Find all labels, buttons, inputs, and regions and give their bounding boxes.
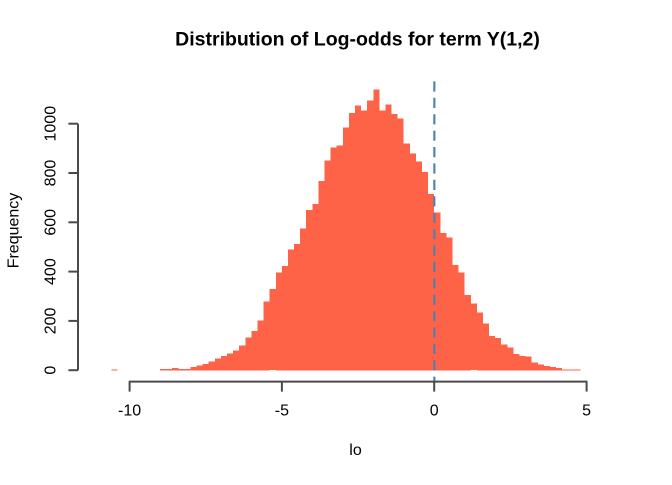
svg-text:400: 400 <box>42 258 59 285</box>
svg-text:Frequency: Frequency <box>6 193 23 269</box>
svg-text:-5: -5 <box>275 403 289 420</box>
svg-text:800: 800 <box>42 160 59 187</box>
svg-text:600: 600 <box>42 209 59 236</box>
svg-text:Distribution of Log-odds for t: Distribution of Log-odds for term Y(1,2) <box>175 28 540 50</box>
svg-text:5: 5 <box>582 403 591 420</box>
svg-text:0: 0 <box>430 403 439 420</box>
svg-text:lo: lo <box>349 442 362 459</box>
svg-text:-10: -10 <box>118 403 141 420</box>
svg-text:0: 0 <box>42 366 59 375</box>
svg-text:200: 200 <box>42 307 59 334</box>
svg-text:1000: 1000 <box>42 106 59 142</box>
